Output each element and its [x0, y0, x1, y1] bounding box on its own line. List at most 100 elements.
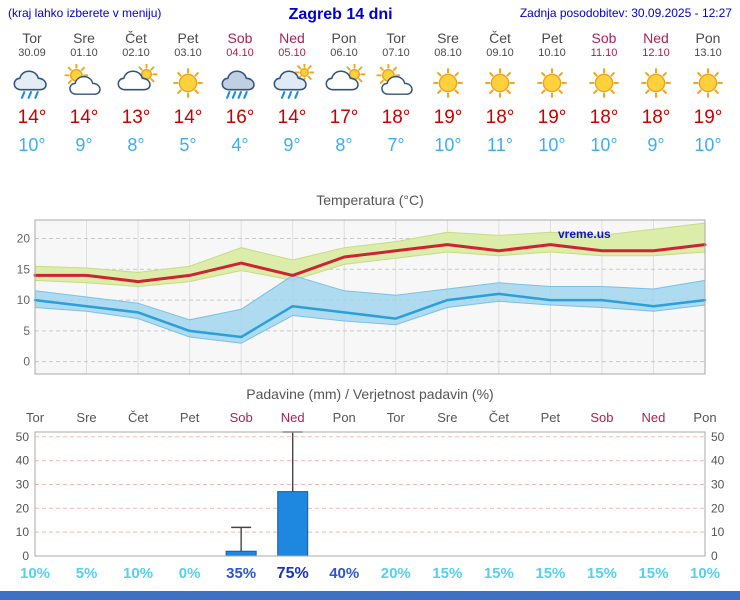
- y-tick-label: 0: [23, 354, 30, 368]
- precip-probability: 10%: [20, 565, 50, 582]
- precip-day-label: Pet: [541, 410, 561, 425]
- temp-max-value: 18°: [381, 106, 411, 128]
- rain-showers-icon: [266, 63, 318, 103]
- temp-max-value: 18°: [589, 106, 619, 128]
- day-column[interactable]: Ned 12.10 18° 9°: [630, 30, 682, 156]
- day-column[interactable]: Tor 30.09 14° 10°: [6, 30, 58, 156]
- day-column[interactable]: Čet 02.10 13° 8°: [110, 30, 162, 156]
- y-tick-label-left: 10: [16, 525, 30, 539]
- precip-day-label: Pon: [333, 410, 356, 425]
- temp-min-value: 9°: [283, 134, 301, 155]
- temp-min-value: 4°: [231, 134, 249, 155]
- day-column[interactable]: Pon 06.10 17° 8°: [318, 30, 370, 156]
- y-tick-label-left: 40: [16, 453, 30, 467]
- mostly-cloudy-icon: [110, 63, 162, 103]
- day-column[interactable]: Sre 01.10 14° 9°: [58, 30, 110, 156]
- y-tick-label-left: 20: [16, 501, 30, 515]
- day-name: Sre: [73, 29, 95, 46]
- day-column[interactable]: Sre 08.10 19° 10°: [422, 30, 474, 156]
- day-date: 01.10: [70, 46, 98, 59]
- temp-min-value: 10°: [538, 134, 566, 155]
- y-tick-label-right: 40: [711, 453, 725, 467]
- day-name: Pet: [177, 29, 199, 46]
- precip-day-label: Ned: [281, 410, 305, 425]
- precip-probability: 5%: [76, 565, 98, 582]
- day-date: 07.10: [382, 46, 410, 59]
- precip-probability: 75%: [277, 565, 309, 582]
- y-tick-label: 15: [17, 262, 31, 276]
- precip-probability: 15%: [587, 565, 617, 582]
- day-name: Pon: [331, 29, 357, 46]
- temp-max-value: 16°: [225, 106, 255, 128]
- temp-min-value: 10°: [18, 134, 46, 155]
- sunny-icon: [422, 63, 474, 103]
- temp-max-value: 13°: [121, 106, 151, 128]
- precip-probability: 10%: [690, 565, 720, 582]
- last-updated: Zadnja posodobitev: 30.09.2025 - 12:27: [519, 6, 732, 20]
- partly-sunny-icon: [370, 63, 422, 103]
- day-column[interactable]: Sob 04.10 16° 4°: [214, 30, 266, 156]
- precip-day-label: Tor: [26, 410, 45, 425]
- day-date: 08.10: [434, 46, 462, 59]
- y-tick-label: 5: [23, 323, 30, 337]
- day-name: Sob: [227, 29, 253, 46]
- day-date: 03.10: [174, 46, 202, 59]
- precipitation-chart-section: Padavine (mm) / Verjetnost padavin (%) T…: [0, 386, 740, 586]
- temp-max-value: 14°: [277, 106, 307, 128]
- temp-min-value: 7°: [387, 134, 405, 155]
- precip-probability: 10%: [123, 565, 153, 582]
- page-header: (kraj lahko izberete v meniju) Zagreb 14…: [0, 0, 740, 24]
- location-menu-note[interactable]: (kraj lahko izberete v meniju): [8, 6, 162, 20]
- y-tick-label: 20: [17, 231, 31, 245]
- temp-min-value: 10°: [694, 134, 722, 155]
- temp-max-value: 19°: [433, 106, 463, 128]
- temp-min-value: 9°: [647, 134, 665, 155]
- temp-max-line: [33, 242, 707, 283]
- plot-frame: [34, 431, 706, 557]
- y-tick-label-right: 30: [711, 477, 725, 491]
- day-name: Ned: [279, 29, 305, 46]
- precipitation-chart-title: Padavine (mm) / Verjetnost padavin (%): [246, 385, 494, 402]
- temp-min-value: 10°: [434, 134, 462, 155]
- day-name: Tor: [386, 29, 406, 46]
- sunny-icon: [630, 63, 682, 103]
- precip-probability: 40%: [329, 565, 359, 582]
- day-column[interactable]: Pet 10.10 19° 10°: [526, 30, 578, 156]
- sunny-icon: [162, 63, 214, 103]
- y-tick-label-left: 0: [22, 549, 29, 563]
- precip-day-label: Sre: [437, 410, 457, 425]
- plot-frame: [34, 219, 706, 375]
- day-name: Pon: [695, 29, 721, 46]
- precip-day-label: Čet: [128, 410, 149, 425]
- day-name: Čet: [489, 29, 511, 46]
- day-column[interactable]: Čet 09.10 18° 11°: [474, 30, 526, 156]
- day-name: Sre: [437, 29, 459, 46]
- day-column[interactable]: Pet 03.10 14° 5°: [162, 30, 214, 156]
- day-name: Pet: [541, 29, 563, 46]
- y-tick-label: 10: [17, 293, 31, 307]
- day-column[interactable]: Sob 11.10 18° 10°: [578, 30, 630, 156]
- day-name: Čet: [125, 29, 147, 46]
- sunny-icon: [526, 63, 578, 103]
- rain-heavy-icon: [214, 63, 266, 103]
- day-date: 10.10: [538, 46, 566, 59]
- horizontal-scrollbar[interactable]: [0, 591, 740, 600]
- precip-day-label: Čet: [489, 410, 510, 425]
- temp-min-value: 5°: [179, 134, 197, 155]
- plot-background: [35, 431, 705, 556]
- day-column[interactable]: Tor 07.10 18° 7°: [370, 30, 422, 156]
- y-tick-label-right: 20: [711, 501, 725, 515]
- day-date: 02.10: [122, 46, 150, 59]
- temp-max-value: 14°: [69, 106, 99, 128]
- temp-min-value: 11°: [487, 134, 513, 155]
- day-column[interactable]: Pon 13.10 19° 10°: [682, 30, 734, 156]
- day-name: Tor: [22, 29, 42, 46]
- precip-probability: 15%: [484, 565, 514, 582]
- precip-probability: 15%: [432, 565, 462, 582]
- watermark: vreme.us: [558, 227, 611, 241]
- rain-icon: [6, 63, 58, 103]
- precipitation-chart: Tor Sre Čet Pet Sob Ned Pon Tor Sre Čet Pet Sob Ned P…: [16, 410, 725, 582]
- day-column[interactable]: Ned 05.10 14° 9°: [266, 30, 318, 156]
- temperature-chart-title: Temperatura (°C): [316, 191, 424, 208]
- forecast-days: Tor 30.09 14° 10° Sre 01.10 14° 9° Čet 02.10 13° 8°…: [0, 30, 740, 156]
